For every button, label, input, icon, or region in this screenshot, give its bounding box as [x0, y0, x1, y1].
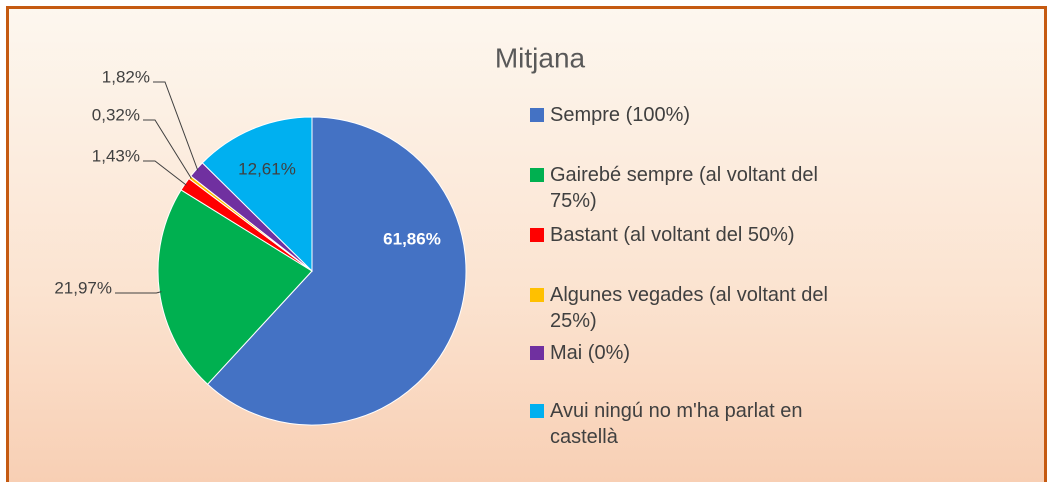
legend-item: Mai (0%)	[530, 340, 860, 366]
leader-line	[143, 119, 192, 179]
leader-line	[115, 291, 162, 294]
data-label: 1,82%	[102, 67, 150, 86]
legend-label: Bastant (al voltant del 50%)	[550, 224, 795, 246]
chart-title: Mitjana	[495, 42, 586, 73]
data-label: 0,32%	[92, 105, 140, 124]
legend-swatch	[530, 168, 544, 182]
legend-label: Mai (0%)	[550, 342, 631, 364]
legend-swatch	[530, 346, 544, 360]
leader-line	[143, 160, 187, 186]
pie-slice	[206, 116, 467, 426]
data-label: 12,61%	[238, 159, 296, 178]
data-label: 21,97%	[54, 278, 112, 297]
legend-swatch	[530, 404, 544, 418]
legend-item: Sempre (100%)	[530, 102, 860, 128]
legend-item: Algunes vegades (al voltant del 25%)	[530, 282, 860, 334]
legend-item: Gairebé sempre (al voltant del 75%)	[530, 162, 860, 214]
data-label: 61,86%	[383, 229, 441, 248]
legend-label: Sempre (100%)	[550, 104, 691, 126]
leader-line	[153, 81, 199, 171]
legend-label: Gairebé sempre (al voltant del 75%)	[550, 164, 818, 212]
pie-slice	[201, 116, 313, 273]
legend-label: Avui ningú no m'ha parlat en castellà	[550, 400, 803, 448]
legend-swatch	[530, 228, 544, 242]
legend-item: Avui ningú no m'ha parlat en castellà	[530, 398, 860, 450]
legend-item: Bastant (al voltant del 50%)	[530, 222, 860, 248]
legend-label: Algunes vegades (al voltant del 25%)	[550, 284, 828, 332]
legend-swatch	[530, 288, 544, 302]
data-label: 1,43%	[92, 146, 140, 165]
legend-swatch	[530, 108, 544, 122]
